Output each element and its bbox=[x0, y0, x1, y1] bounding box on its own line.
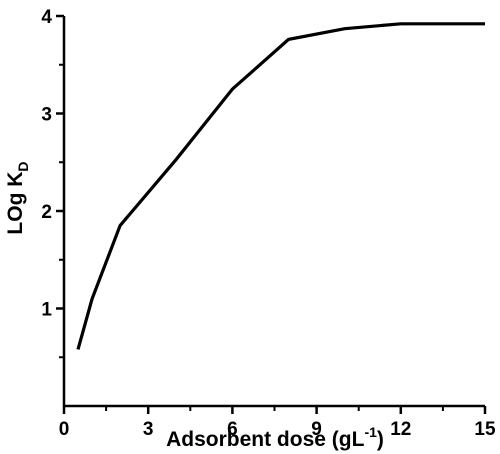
y-tick-label-1: 1 bbox=[41, 300, 52, 321]
plot-area bbox=[76, 22, 485, 350]
y-tick-label-3: 3 bbox=[41, 105, 52, 126]
y-axis-title: LOg KD bbox=[4, 161, 31, 234]
x-tick-label-9: 9 bbox=[311, 419, 322, 440]
x-tick-label-6: 6 bbox=[227, 419, 238, 440]
x-tick-label-15: 15 bbox=[474, 419, 496, 440]
y-axis-title-subscript: D bbox=[15, 161, 31, 171]
x-axis-title-main: Adsorbent dose (gL bbox=[166, 428, 365, 451]
x-tick-label-0: 0 bbox=[59, 419, 70, 440]
x-axis: 0 3 6 9 12 15 bbox=[59, 404, 496, 440]
x-axis-title-superscript: -1 bbox=[364, 424, 377, 440]
y-axis: 1 2 3 4 bbox=[41, 7, 66, 406]
x-axis-title: Adsorbent dose (gL-1) bbox=[166, 424, 384, 451]
y-axis-title-main: LOg K bbox=[4, 172, 27, 235]
x-axis-title-close: ) bbox=[377, 428, 384, 451]
x-tick-label-3: 3 bbox=[143, 419, 154, 440]
y-tick-label-4: 4 bbox=[41, 7, 52, 28]
y-tick-label-2: 2 bbox=[41, 202, 52, 223]
x-tick-label-12: 12 bbox=[390, 419, 411, 440]
series-line-0 bbox=[76, 22, 485, 350]
